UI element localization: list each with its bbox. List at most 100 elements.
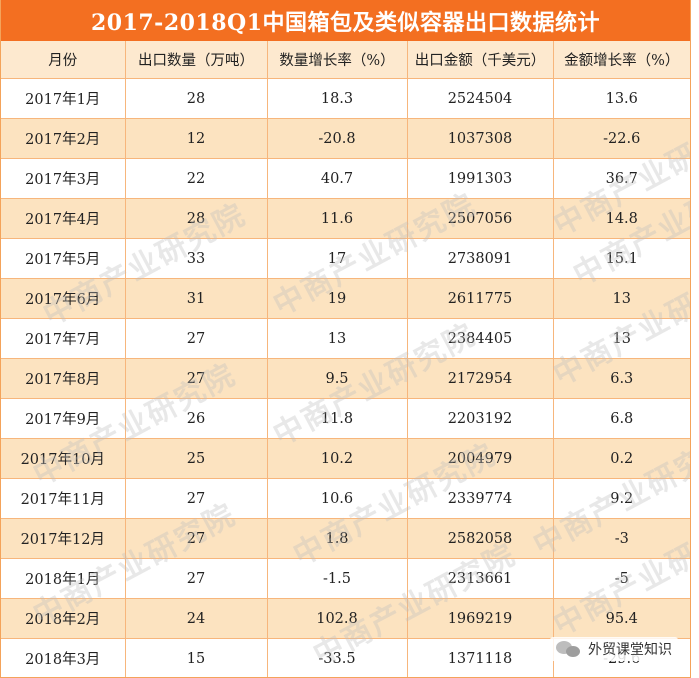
table-cell: 22 xyxy=(125,158,268,199)
table-cell: -5 xyxy=(553,558,690,599)
table-cell: 2017年1月 xyxy=(1,78,126,119)
table-cell: 6.8 xyxy=(553,398,690,439)
column-header: 金额增长率（%） xyxy=(553,41,690,79)
table-cell: 95.4 xyxy=(553,598,690,639)
table-cell: 9.2 xyxy=(553,478,690,519)
table-cell: 2018年1月 xyxy=(1,558,126,599)
table-cell: 18.3 xyxy=(267,78,408,119)
table-title: 2017-2018Q1中国箱包及类似容器出口数据统计 xyxy=(1,0,690,41)
table-cell: 10.6 xyxy=(267,478,408,519)
table-cell: 10.2 xyxy=(267,438,408,479)
table-row: 2017年10月 25 10.2 2004979 0.2 xyxy=(1,438,690,479)
table-cell: 2507056 xyxy=(407,198,554,239)
table-cell: 102.8 xyxy=(267,598,408,639)
table-cell: 2004979 xyxy=(407,438,554,479)
table-row: 2018年2月 24 102.8 1969219 95.4 xyxy=(1,598,690,639)
table-cell: 12 xyxy=(125,118,268,159)
table-cell: 27 xyxy=(125,518,268,559)
table-cell: 6.3 xyxy=(553,358,690,399)
table-cell: 27 xyxy=(125,358,268,399)
table-cell: 2524504 xyxy=(407,78,554,119)
table-cell: -3 xyxy=(553,518,690,559)
table-cell: 27 xyxy=(125,558,268,599)
table-cell: 28 xyxy=(125,198,268,239)
table-cell: 27 xyxy=(125,478,268,519)
table-cell: 2017年9月 xyxy=(1,398,126,439)
table-cell: 2384405 xyxy=(407,318,554,359)
table-cell: 1969219 xyxy=(407,598,554,639)
table-cell: 2017年3月 xyxy=(1,158,126,199)
table-row: 2017年2月 12 -20.8 1037308 -22.6 xyxy=(1,118,690,159)
table-cell: 2313661 xyxy=(407,558,554,599)
table-cell: 2017年8月 xyxy=(1,358,126,399)
table-cell: 2017年4月 xyxy=(1,198,126,239)
table-cell: 13.6 xyxy=(553,78,690,119)
table-cell: 13 xyxy=(553,278,690,319)
table-cell: 11.8 xyxy=(267,398,408,439)
table-cell: -33.5 xyxy=(267,638,408,677)
table-cell: 2017年5月 xyxy=(1,238,126,279)
column-header: 出口数量（万吨） xyxy=(125,41,268,79)
wechat-icon xyxy=(556,639,582,659)
table-cell: 1.8 xyxy=(267,518,408,559)
table-cell: 13 xyxy=(553,318,690,359)
table-cell: 2017年11月 xyxy=(1,478,126,519)
table-cell: 2017年12月 xyxy=(1,518,126,559)
table-cell: 2018年3月 xyxy=(1,638,126,677)
table-cell: -20.8 xyxy=(267,118,408,159)
table-cell: 2203192 xyxy=(407,398,554,439)
table-cell: 40.7 xyxy=(267,158,408,199)
table-cell: 33 xyxy=(125,238,268,279)
table-row: 2017年6月 31 19 2611775 13 xyxy=(1,278,690,319)
table-cell: 14.8 xyxy=(553,198,690,239)
table-cell: 27 xyxy=(125,318,268,359)
header-row: 月份 出口数量（万吨） 数量增长率（%） 出口金额（千美元） 金额增长率（%） xyxy=(1,41,690,79)
table-cell: 2017年10月 xyxy=(1,438,126,479)
table-cell: 2172954 xyxy=(407,358,554,399)
table-cell: 2738091 xyxy=(407,238,554,279)
export-data-table: 月份 出口数量（万吨） 数量增长率（%） 出口金额（千美元） 金额增长率（%） 2017… xyxy=(1,41,690,677)
table-cell: 31 xyxy=(125,278,268,319)
table-cell: 0.2 xyxy=(553,438,690,479)
column-header: 数量增长率（%） xyxy=(267,41,408,79)
table-cell: 19 xyxy=(267,278,408,319)
table-cell: 1037308 xyxy=(407,118,554,159)
column-header: 出口金额（千美元） xyxy=(407,41,554,79)
table-cell: 17 xyxy=(267,238,408,279)
table-cell: 24 xyxy=(125,598,268,639)
table-row: 2017年3月 22 40.7 1991303 36.7 xyxy=(1,158,690,199)
table-cell: 11.6 xyxy=(267,198,408,239)
table-row: 2017年9月 26 11.8 2203192 6.8 xyxy=(1,398,690,439)
table-cell: 1991303 xyxy=(407,158,554,199)
table-row: 2018年1月 27 -1.5 2313661 -5 xyxy=(1,558,690,599)
table-cell: 26 xyxy=(125,398,268,439)
table-row: 2017年5月 33 17 2738091 15.1 xyxy=(1,238,690,279)
table-cell: 2017年2月 xyxy=(1,118,126,159)
table-row: 2017年4月 28 11.6 2507056 14.8 xyxy=(1,198,690,239)
credit-text: 外贸课堂知识 xyxy=(588,642,672,658)
table-cell: 25 xyxy=(125,438,268,479)
table-cell: -22.6 xyxy=(553,118,690,159)
table-row: 2017年8月 27 9.5 2172954 6.3 xyxy=(1,358,690,399)
table-cell: 15.1 xyxy=(553,238,690,279)
table-cell: 2017年6月 xyxy=(1,278,126,319)
table-row: 2017年11月 27 10.6 2339774 9.2 xyxy=(1,478,690,519)
table-cell: 15 xyxy=(125,638,268,677)
table-row: 2017年1月 28 18.3 2524504 13.6 xyxy=(1,78,690,119)
table-row: 2017年12月 27 1.8 2582058 -3 xyxy=(1,518,690,559)
table-cell: 1371118 xyxy=(407,638,554,677)
table-cell: 36.7 xyxy=(553,158,690,199)
table-cell: 2339774 xyxy=(407,478,554,519)
table-cell: 2018年2月 xyxy=(1,598,126,639)
table-cell: 2017年7月 xyxy=(1,318,126,359)
table-cell: 13 xyxy=(267,318,408,359)
column-header: 月份 xyxy=(1,41,126,79)
table-cell: 2611775 xyxy=(407,278,554,319)
table-row: 2017年7月 27 13 2384405 13 xyxy=(1,318,690,359)
table-cell: 28 xyxy=(125,78,268,119)
table-cell: -1.5 xyxy=(267,558,408,599)
wechat-credit: 外贸课堂知识 xyxy=(550,637,678,661)
table-cell: 9.5 xyxy=(267,358,408,399)
